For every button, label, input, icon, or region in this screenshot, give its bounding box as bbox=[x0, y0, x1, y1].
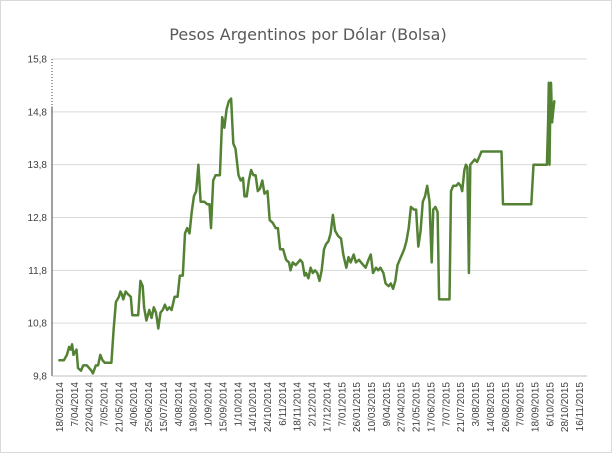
x-tick-label: 26/01/2015 bbox=[352, 382, 363, 432]
x-tick-label: 25/06/2014 bbox=[144, 382, 155, 432]
x-tick-label: 15/07/2014 bbox=[159, 382, 170, 432]
x-tick-label: 14/08/2015 bbox=[486, 382, 497, 432]
x-tick-label: 16/11/2015 bbox=[575, 382, 586, 432]
y-tick-label: 12,8 bbox=[28, 213, 48, 224]
gridlines bbox=[52, 58, 587, 377]
x-tick-label: 6/10/2015 bbox=[545, 382, 556, 427]
y-tick-label: 11,8 bbox=[28, 266, 47, 277]
x-tick-label: 10/03/2015 bbox=[367, 382, 378, 432]
x-tick-label: 18/09/2015 bbox=[530, 382, 541, 432]
x-tick-label: 9/04/2015 bbox=[382, 382, 393, 427]
series-group bbox=[58, 81, 556, 375]
x-tick-label: 7/07/2015 bbox=[441, 382, 452, 427]
x-tick-label: 7/09/2015 bbox=[516, 382, 527, 427]
x-tick-label: 15/09/2014 bbox=[218, 382, 229, 432]
y-tick-label: 10,8 bbox=[28, 319, 48, 330]
x-tick-label: 1/10/2014 bbox=[233, 382, 244, 427]
x-tick-label: 24/10/2014 bbox=[263, 382, 274, 432]
x-tick-label: 27/04/2015 bbox=[397, 382, 408, 432]
y-axis: 9,8 10,8 11,8 12,8 13,8 14,8 15,8 bbox=[28, 55, 53, 383]
x-tick-label: 22/04/2014 bbox=[85, 382, 96, 432]
x-tick-label: 21/05/2015 bbox=[412, 382, 423, 432]
y-tick-label: 15,8 bbox=[28, 55, 48, 66]
series-line bbox=[58, 81, 556, 375]
x-tick-label: 28/10/2015 bbox=[560, 382, 571, 432]
x-tick-label: 6/11/2014 bbox=[278, 382, 289, 426]
x-tick-label: 14/10/2014 bbox=[248, 382, 259, 432]
y-tick-label: 9,8 bbox=[33, 372, 47, 383]
x-tick-label: 19/08/2014 bbox=[189, 382, 200, 432]
x-tick-label: 7/01/2015 bbox=[337, 382, 348, 427]
x-axis: 18/03/2014 7/04/2014 22/04/2014 7/05/2014 21… bbox=[52, 375, 587, 432]
x-tick-label: 18/03/2014 bbox=[55, 382, 66, 432]
y-tick-label: 14,8 bbox=[28, 107, 48, 118]
x-tick-label: 7/05/2014 bbox=[100, 382, 111, 427]
x-tick-label: 4/06/2014 bbox=[129, 382, 140, 427]
x-tick-label: 18/11/2014 bbox=[293, 382, 304, 432]
x-tick-label: 4/08/2014 bbox=[174, 382, 185, 427]
x-tick-label: 17/12/2014 bbox=[322, 382, 333, 432]
x-tick-label: 26/08/2015 bbox=[501, 382, 512, 432]
x-tick-label: 21/05/2014 bbox=[114, 382, 125, 432]
x-tick-label: 3/08/2015 bbox=[471, 382, 482, 427]
chart-title: Pesos Argentinos por Dólar (Bolsa) bbox=[169, 25, 447, 44]
x-tick-label: 1/09/2014 bbox=[204, 382, 215, 427]
x-tick-label: 17/06/2015 bbox=[426, 382, 437, 432]
y-tick-label: 13,8 bbox=[28, 160, 48, 171]
x-tick-label: 21/07/2015 bbox=[456, 382, 467, 432]
x-tick-label: 7/04/2014 bbox=[70, 382, 81, 427]
x-tick-label: 2/12/2014 bbox=[308, 382, 319, 427]
